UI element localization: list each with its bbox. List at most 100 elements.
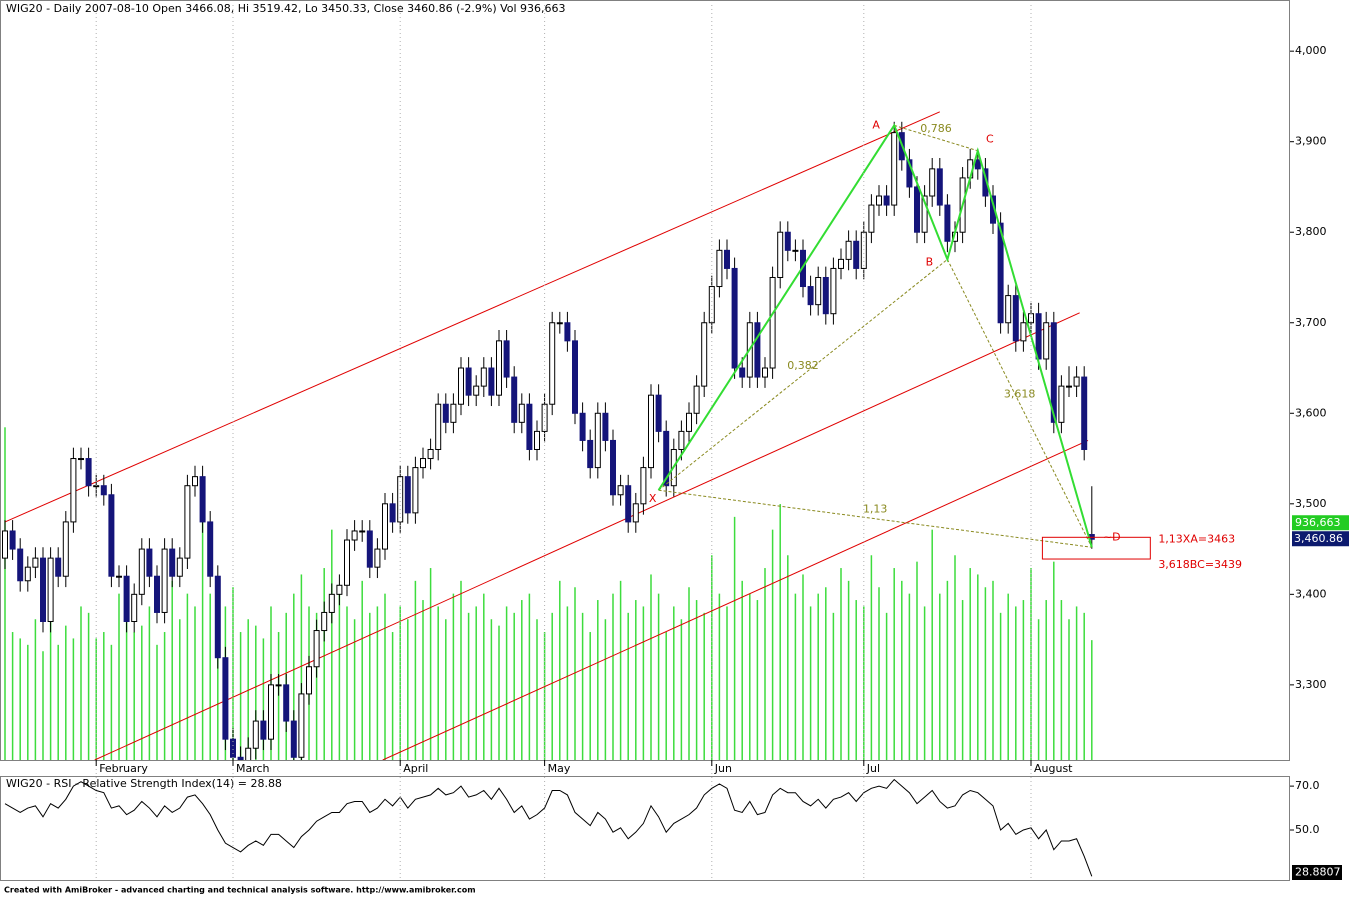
volume-bar — [665, 632, 667, 760]
volume-bar — [908, 593, 911, 760]
volume-bar — [688, 587, 690, 760]
volume-bar — [977, 574, 979, 760]
volume-bar — [657, 593, 660, 760]
volume-bar — [726, 606, 728, 760]
footer: Created with AmiBroker - advanced charti… — [4, 886, 476, 895]
volume-bar — [543, 632, 546, 760]
volume-bar — [954, 555, 956, 760]
volume-bar — [733, 516, 736, 760]
volume-bar — [566, 606, 569, 760]
volume-bar — [179, 619, 181, 760]
pattern-label: X — [649, 492, 657, 505]
volume-bar — [825, 587, 827, 760]
volume-bar — [1075, 606, 1078, 760]
candle-body — [465, 367, 472, 396]
candle-body — [138, 548, 145, 595]
volume-bar — [125, 619, 128, 760]
pattern-label: A — [872, 118, 880, 131]
candle-body — [55, 557, 62, 577]
candle-body — [366, 530, 373, 568]
candle-body — [328, 593, 335, 613]
volume-bar — [346, 606, 348, 760]
candle-body — [100, 485, 107, 496]
candle-body — [724, 249, 730, 269]
volume-bar — [931, 529, 933, 760]
volume-bar — [1030, 568, 1032, 760]
volume-bar — [300, 574, 303, 760]
volume-bar — [490, 619, 493, 760]
candle-body — [891, 132, 898, 206]
rsi-title: WIG20 - RSI - Relative Strength Index(14… — [6, 777, 282, 790]
candle-body — [686, 412, 692, 432]
volume-bar — [809, 606, 812, 760]
volume-bar — [505, 606, 508, 760]
candle-body — [906, 159, 913, 188]
candle-body — [47, 557, 54, 622]
candle-body — [359, 530, 366, 533]
price-panel-frame — [0, 0, 1290, 761]
x-tick-label: August — [1034, 762, 1073, 775]
volume-bar — [939, 593, 941, 760]
volume-bar — [338, 593, 341, 760]
candle-body — [648, 394, 654, 469]
volume-bar — [604, 619, 607, 760]
volume-bar — [65, 625, 67, 760]
candle-body — [17, 548, 24, 582]
rsi-panel-frame — [0, 776, 1290, 881]
candle-body — [693, 385, 700, 414]
ratio-line — [658, 489, 1092, 548]
candle-body — [921, 195, 928, 233]
candle-body — [579, 412, 586, 441]
candle-body — [762, 367, 768, 378]
volume-bar — [57, 644, 59, 760]
candle-body — [351, 530, 358, 541]
candle-body — [40, 557, 46, 622]
volume-bar — [133, 632, 135, 760]
candle-body — [807, 286, 814, 306]
volume-bar — [42, 651, 44, 760]
volume-bar — [475, 606, 477, 760]
candle-body — [549, 322, 556, 405]
volume-bar — [984, 587, 987, 760]
volume-bar — [331, 529, 333, 760]
candle-body — [488, 367, 495, 396]
candle-body — [184, 485, 191, 559]
volume-bar — [186, 593, 189, 760]
volume-bar — [414, 580, 417, 760]
candle-body — [427, 448, 434, 460]
volume-bar — [255, 625, 257, 760]
volume-bar — [969, 568, 971, 760]
volume-bar — [361, 580, 363, 760]
candle-body — [602, 412, 609, 441]
candle-body — [1012, 295, 1019, 342]
volume-bar — [247, 619, 249, 760]
volume-bar — [893, 568, 895, 760]
close-value-label: 3,460.86 — [1294, 532, 1343, 545]
volume-bar — [1022, 600, 1025, 760]
y-tick-label: 3,300 — [1295, 678, 1327, 691]
candle-body — [868, 204, 875, 233]
candle-body — [2, 530, 8, 559]
volume-bar — [110, 644, 113, 760]
candle-body — [397, 476, 404, 523]
candle-body — [587, 439, 594, 469]
volume-bar — [118, 593, 120, 760]
candle-body — [116, 575, 122, 578]
candle-body — [518, 403, 525, 423]
volume-value-label: 936,663 — [1295, 516, 1341, 529]
volume-bar — [627, 612, 629, 760]
candle-body — [442, 403, 449, 423]
ratio-label: 0,382 — [787, 359, 819, 372]
chart-title: WIG20 - Daily 2007-08-10 Open 3466.08, H… — [6, 2, 566, 15]
candle-body — [146, 548, 153, 577]
candle-body — [655, 394, 662, 432]
candle-body — [252, 720, 259, 749]
volume-bar — [718, 593, 721, 760]
volume-bar — [749, 593, 751, 760]
volume-bar — [802, 574, 804, 760]
rsi-value-box — [1292, 865, 1342, 880]
channel-line — [382, 439, 1089, 760]
volume-bar — [559, 580, 561, 760]
volume-bar — [901, 580, 903, 760]
candle-body — [914, 186, 920, 233]
